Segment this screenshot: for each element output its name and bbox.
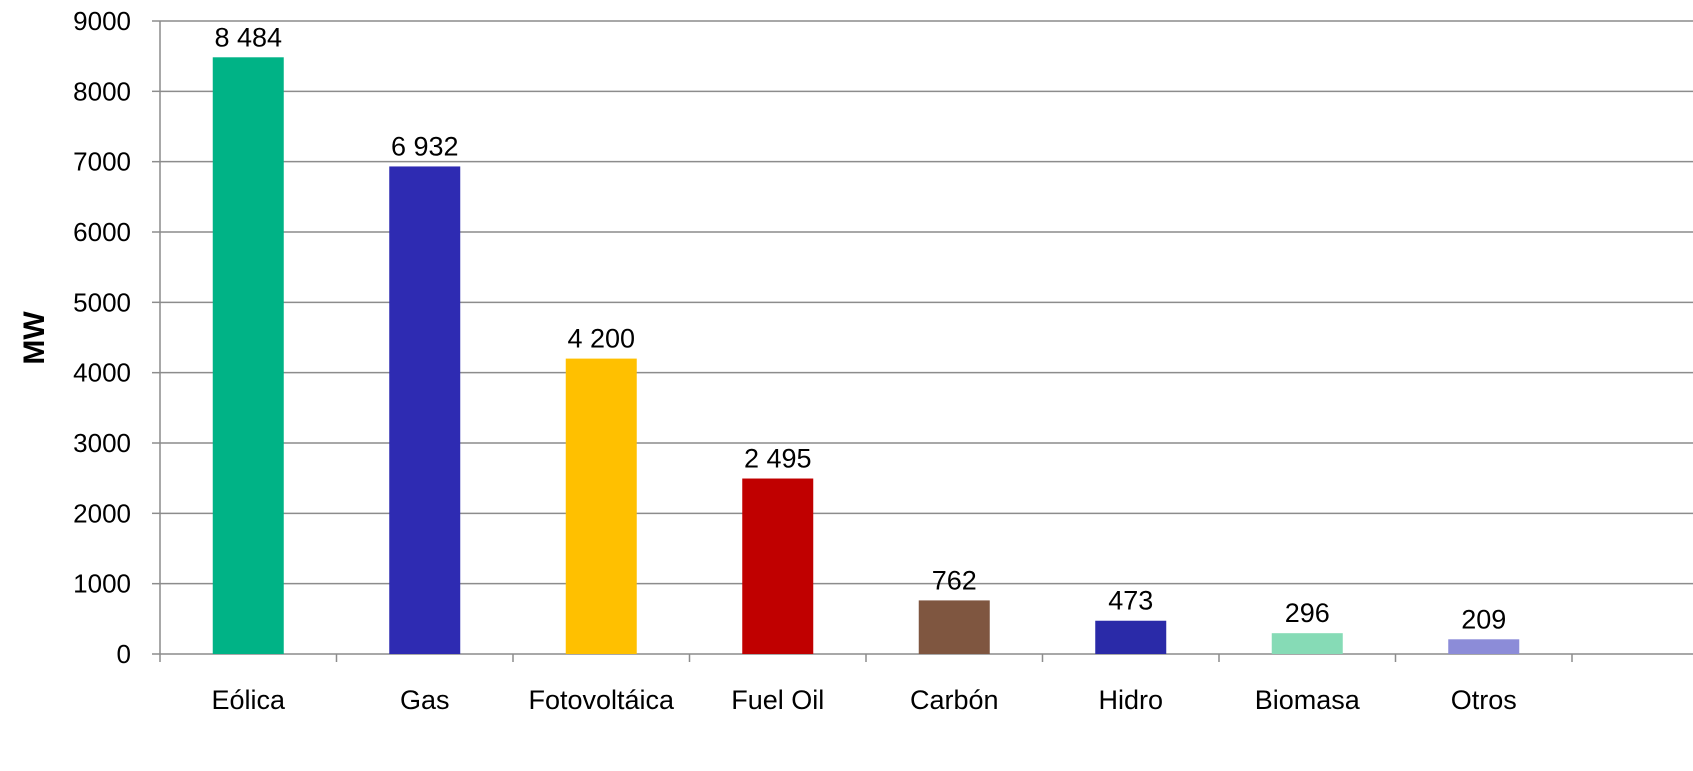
bar	[565, 358, 637, 654]
y-tick-label: 0	[117, 639, 131, 669]
data-label: 6 932	[391, 131, 459, 161]
data-label: 2 495	[744, 444, 812, 474]
axes	[152, 20, 1693, 662]
bars	[212, 57, 1520, 655]
bar	[742, 478, 814, 654]
data-label: 296	[1285, 598, 1330, 628]
bar	[389, 166, 461, 654]
y-tick-label: 6000	[73, 217, 131, 247]
x-category-label: Carbón	[910, 685, 999, 715]
y-tick-label: 3000	[73, 428, 131, 458]
x-category-label: Fotovoltáica	[528, 685, 675, 715]
bar	[1448, 639, 1520, 654]
x-category-label: Biomasa	[1255, 685, 1361, 715]
y-tick-label: 1000	[73, 569, 131, 599]
y-tick-label: 9000	[73, 6, 131, 36]
data-label: 473	[1108, 586, 1153, 616]
y-tick-label: 2000	[73, 498, 131, 528]
data-label: 4 200	[567, 324, 635, 354]
labels: 0 1000 2000 3000 4000 5000 6000 7000 8000 9000 8 4…	[73, 6, 1517, 715]
y-tick-label: 4000	[73, 358, 131, 388]
y-tick-label: 5000	[73, 287, 131, 317]
bar	[212, 57, 284, 655]
data-label: 8 484	[214, 22, 282, 52]
bar	[1271, 633, 1343, 654]
y-tick-label: 8000	[73, 76, 131, 106]
y-axis-title: MW	[18, 311, 51, 365]
data-label: 209	[1461, 604, 1506, 634]
data-label: 762	[932, 565, 977, 595]
bar	[918, 600, 990, 654]
x-category-label: Gas	[400, 685, 450, 715]
bar	[1095, 620, 1167, 654]
y-tick-label: 7000	[73, 147, 131, 177]
x-category-label: Eólica	[211, 685, 286, 715]
x-category-label: Hidro	[1098, 685, 1163, 715]
x-category-label: Fuel Oil	[731, 685, 824, 715]
x-category-label: Otros	[1451, 685, 1517, 715]
